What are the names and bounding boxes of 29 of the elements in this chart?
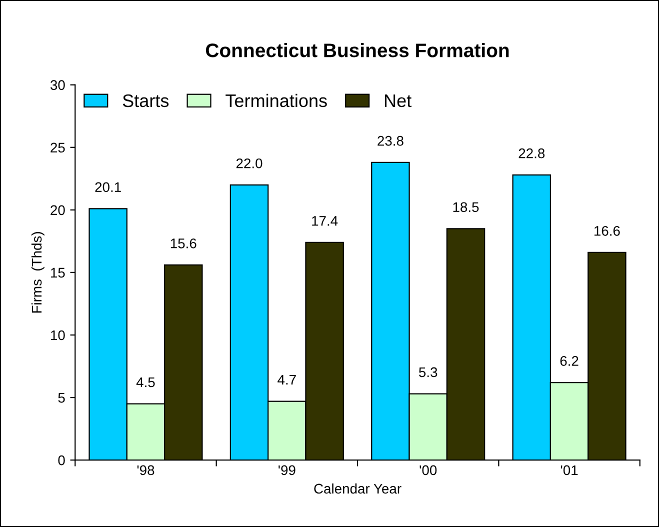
y-tick-label: 15 — [51, 268, 65, 278]
y-tick-label: 5 — [58, 393, 65, 403]
data-label: 5.3 — [419, 367, 438, 378]
data-label: 6.2 — [560, 356, 578, 366]
data-label: 18.5 — [453, 202, 479, 212]
y-tick-label: 30 — [50, 80, 65, 90]
data-label: 20.1 — [95, 182, 121, 192]
data-label: 15.6 — [170, 238, 196, 248]
data-label: 17.4 — [312, 216, 338, 226]
data-label: 4.5 — [136, 377, 155, 388]
data-label: 22.0 — [236, 158, 262, 168]
legend-label: Starts — [122, 94, 169, 108]
data-label: 4.7 — [278, 374, 296, 385]
legend-label: Net — [384, 94, 412, 108]
data-label: 16.6 — [594, 226, 620, 236]
x-tick-label: '01 — [560, 465, 578, 476]
data-label: 23.8 — [378, 136, 404, 146]
x-tick-label: '00 — [420, 465, 437, 476]
y-tick-label: 20 — [50, 205, 65, 216]
y-tick-label: 25 — [50, 142, 65, 153]
y-tick-label: 0 — [58, 455, 65, 466]
legend-label: Terminations — [226, 94, 327, 108]
x-axis-title: Calendar Year — [314, 483, 402, 494]
chart-title: Connecticut Business Formation — [206, 42, 509, 58]
y-tick-label: 10 — [51, 330, 65, 340]
x-tick-label: '99 — [278, 465, 296, 476]
data-label: 22.8 — [518, 148, 545, 158]
y-axis-title: Firms (Thds) — [31, 232, 44, 313]
x-tick-label: '98 — [137, 465, 154, 476]
